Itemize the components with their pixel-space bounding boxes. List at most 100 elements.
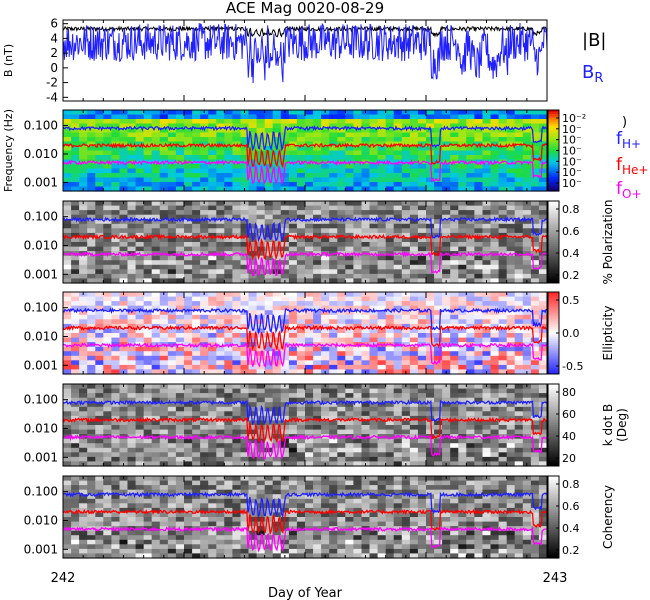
- heatmap-cell: [240, 328, 250, 334]
- heatmap-cell: [426, 452, 435, 458]
- heatmap-cell: [103, 114, 112, 120]
- heatmap-cell: [490, 429, 500, 435]
- heatmap-cell: [474, 461, 484, 467]
- heatmap-cell: [175, 132, 185, 138]
- heatmap-cell: [127, 173, 137, 179]
- heatmap-cell: [63, 132, 72, 138]
- heatmap-cell: [87, 539, 96, 545]
- heatmap-cell: [192, 228, 201, 234]
- colorbar: 0.50.0-0.5: [547, 291, 583, 375]
- heatmap-cell: [409, 177, 419, 183]
- heatmap-cell: [143, 132, 153, 138]
- heatmap-cell: [466, 264, 475, 270]
- heatmap-cell: [450, 182, 459, 188]
- heatmap-cell: [530, 342, 540, 348]
- heatmap-cell: [280, 360, 290, 366]
- heatmap-cell: [426, 223, 435, 229]
- heatmap-cell: [192, 333, 201, 339]
- heatmap-cell: [369, 296, 379, 302]
- heatmap-cell: [184, 114, 193, 120]
- heatmap-cell: [95, 292, 104, 298]
- colorbar-swatch: [548, 459, 559, 463]
- heatmap-cell: [63, 346, 72, 352]
- heatmap-cell: [458, 150, 467, 156]
- heatmap-cell: [95, 264, 104, 270]
- heatmap-cell: [71, 164, 80, 170]
- heatmap-cell: [175, 123, 185, 129]
- heatmap-cell: [522, 223, 532, 229]
- heatmap-cell: [434, 314, 443, 320]
- heatmap-cell: [345, 219, 354, 225]
- heatmap-cell: [305, 232, 314, 239]
- heatmap-cell: [272, 114, 282, 120]
- heatmap-cell: [79, 269, 88, 275]
- heatmap-cell: [111, 485, 121, 491]
- heatmap-cell: [385, 255, 395, 261]
- heatmap-cell: [458, 264, 467, 270]
- heatmap-cell: [184, 182, 193, 188]
- heatmap-cell: [200, 264, 209, 270]
- heatmap-cell: [426, 150, 435, 156]
- heatmap-cell: [240, 393, 250, 399]
- heatmap-cell: [450, 177, 459, 183]
- heatmap-cell: [458, 114, 467, 120]
- heatmap-cell: [305, 119, 314, 125]
- heatmap-cell: [417, 443, 427, 449]
- heatmap-cell: [337, 228, 346, 234]
- heatmap-cell: [490, 155, 500, 161]
- heatmap-cell: [409, 420, 419, 426]
- heatmap-cell: [337, 406, 346, 412]
- heatmap-cell: [159, 132, 169, 138]
- heatmap-cell: [522, 301, 532, 307]
- heatmap-cell: [361, 177, 371, 183]
- heatmap-cell: [288, 411, 298, 417]
- heatmap-cell: [522, 342, 532, 348]
- colorbar-swatch: [548, 114, 559, 117]
- heatmap-cell: [296, 296, 306, 302]
- heatmap-cell: [264, 255, 274, 261]
- heatmap-cell: [272, 228, 282, 234]
- heatmap-cell: [409, 155, 419, 161]
- heatmap-cell: [95, 447, 104, 453]
- heatmap-cell: [434, 141, 443, 147]
- heatmap-cell: [175, 443, 185, 449]
- heatmap-cell: [232, 425, 242, 431]
- heatmap-cell: [353, 456, 363, 463]
- heatmap-cell: [401, 269, 411, 275]
- heatmap-cell: [442, 351, 451, 357]
- series-line-b-magnitude: [62, 25, 548, 38]
- heatmap-cell: [369, 411, 379, 417]
- heatmap-cell: [79, 544, 88, 550]
- heatmap-cell: [95, 269, 104, 275]
- heatmap-cell: [184, 146, 193, 152]
- heatmap-cell: [264, 393, 274, 399]
- heatmap-cell: [192, 219, 201, 225]
- heatmap-cell: [442, 264, 451, 270]
- heatmap-cell: [192, 388, 201, 394]
- heatmap-cell: [530, 242, 540, 248]
- heatmap-cell: [296, 360, 306, 366]
- heatmap-cell: [248, 438, 258, 444]
- heatmap-cell: [450, 397, 459, 403]
- heatmap-cell: [200, 173, 209, 179]
- heatmap-cell: [216, 411, 225, 417]
- heatmap-cell: [63, 110, 72, 116]
- heatmap-cell: [159, 264, 169, 270]
- colorbar-swatch: [548, 431, 559, 434]
- heatmap-cell: [184, 278, 193, 284]
- heatmap-cell: [538, 210, 548, 216]
- heatmap-cell: [361, 246, 371, 252]
- heatmap-cell: [466, 447, 475, 453]
- heatmap-cell: [159, 168, 169, 174]
- heatmap-cell: [167, 456, 177, 463]
- heatmap-cell: [143, 337, 153, 343]
- heatmap-cell: [79, 494, 88, 500]
- heatmap-cell: [280, 447, 290, 453]
- heatmap-cell: [288, 305, 298, 311]
- heatmap-cell: [127, 301, 137, 307]
- heatmap-cell: [442, 319, 451, 325]
- heatmap-cell: [111, 223, 121, 229]
- heatmap-cell: [296, 402, 306, 408]
- heatmap-cell: [329, 237, 338, 243]
- heatmap-cell: [401, 228, 411, 234]
